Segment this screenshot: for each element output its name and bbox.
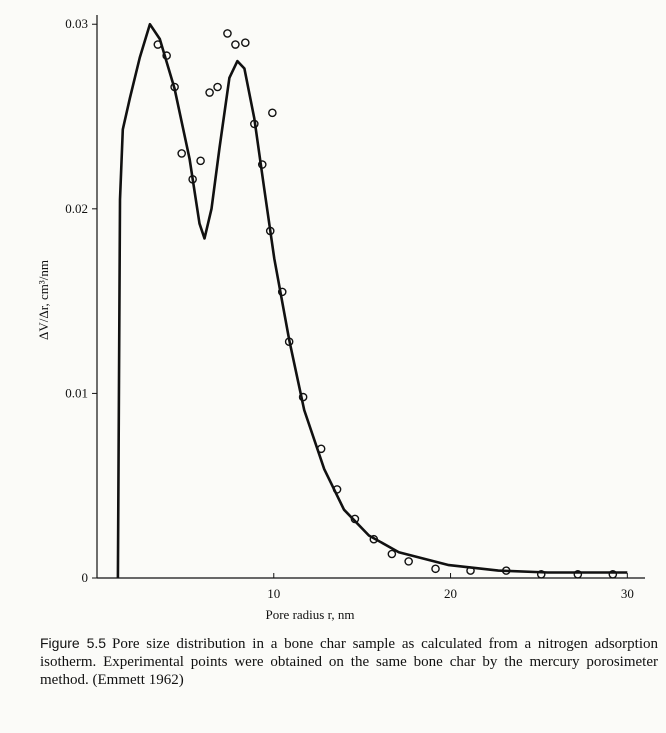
x-axis-label: Pore radius r, nm xyxy=(265,607,354,622)
data-point xyxy=(608,570,618,579)
data-point xyxy=(257,160,267,169)
caption-text: Pore size distribution in a bone char sa… xyxy=(40,636,658,688)
y-tick-label: 0.02 xyxy=(65,201,88,216)
data-point xyxy=(573,570,583,579)
data-point xyxy=(316,444,326,454)
data-point xyxy=(223,29,232,38)
caption-label: Figure 5.5 xyxy=(40,635,107,651)
y-axis-label: ΔV/Δr, cm³/nm xyxy=(36,260,51,340)
caption: Figure 5.5 Pore size distribution in a bo… xyxy=(40,634,658,689)
data-point xyxy=(205,88,214,97)
x-tick-label: 10 xyxy=(267,586,280,601)
data-point xyxy=(231,40,240,49)
data-point xyxy=(277,287,287,297)
data-point xyxy=(284,337,294,347)
data-point xyxy=(250,119,259,129)
data-point xyxy=(298,392,308,402)
data-point xyxy=(501,566,511,575)
y-tick-label: 0 xyxy=(82,570,89,585)
data-point xyxy=(196,156,205,166)
data-point xyxy=(241,38,250,47)
data-point xyxy=(265,226,275,236)
data-point xyxy=(404,557,413,566)
data-point xyxy=(213,82,222,92)
data-point xyxy=(350,514,360,524)
data-point xyxy=(332,485,342,494)
x-tick-label: 30 xyxy=(621,586,634,601)
chart: Pore radius r, nm ΔV/Δr, cm³/nm 0 0.01 0.0… xyxy=(36,15,645,622)
data-point xyxy=(536,570,546,579)
data-point xyxy=(170,82,179,92)
data-point xyxy=(188,174,197,184)
data-point xyxy=(466,566,475,575)
data-point xyxy=(153,40,163,49)
data-point xyxy=(268,108,277,118)
data-point xyxy=(431,564,440,574)
data-point xyxy=(369,534,379,544)
data-point xyxy=(162,51,171,60)
data-point xyxy=(177,149,186,158)
data-point xyxy=(387,549,397,559)
x-tick-label: 20 xyxy=(444,586,457,601)
y-tick-label: 0.01 xyxy=(65,385,88,400)
curve xyxy=(116,22,628,579)
y-tick-label: 0.03 xyxy=(65,16,88,31)
